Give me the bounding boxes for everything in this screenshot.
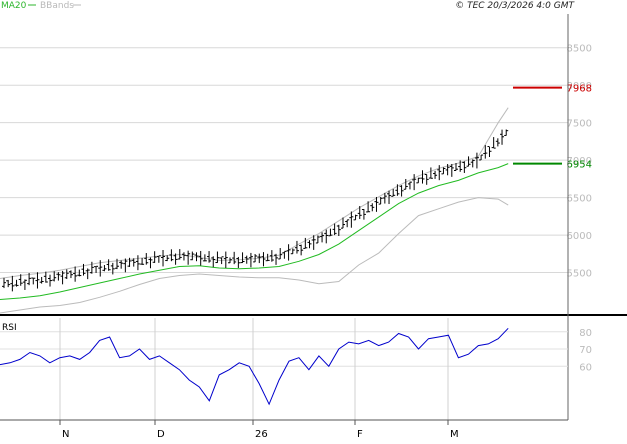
price-y-axis: 5500 6000 6500 7000 7500 8000 8500 <box>567 44 592 280</box>
x-tick-label: M <box>450 429 459 440</box>
ma-value-label: 6954 <box>567 160 592 171</box>
bband-line <box>0 197 509 314</box>
rsi-tick-label: 70 <box>579 345 592 356</box>
rsi-line <box>0 327 509 406</box>
x-tick-label: 26 <box>255 429 268 440</box>
main-price-grid <box>0 47 568 274</box>
price-tick-label: 7500 <box>567 119 592 130</box>
price-tick-label: 5500 <box>567 269 592 280</box>
x-axis: N D 26 F M <box>59 420 459 440</box>
rsi-y-axis: 60 70 80 <box>579 328 592 373</box>
price-tick-label: 6000 <box>567 231 592 242</box>
x-tick-label: N <box>62 429 69 440</box>
rsi-grid <box>0 318 568 420</box>
rsi-tick-label: 80 <box>579 328 592 339</box>
copyright-text: © TEC 20/3/2026 4:0 GMT <box>455 1 575 11</box>
last-price-marker: 7968 <box>513 84 592 95</box>
price-tick-label: 6500 <box>567 194 592 205</box>
chart-legend: MA20 BBands <box>1 1 81 11</box>
rsi-tick-label: 60 <box>579 362 592 373</box>
x-tick-label: D <box>157 429 165 440</box>
price-tick-label: 8000 <box>567 81 592 92</box>
price-tick-label: 8500 <box>567 44 592 55</box>
rsi-label: RSI <box>2 323 17 333</box>
ma-value-marker: 6954 <box>513 160 592 171</box>
price-tick-label: 7000 <box>567 156 592 167</box>
x-tick-label: F <box>357 429 363 440</box>
legend-bbands: BBands <box>40 1 74 11</box>
ma20-line <box>0 163 509 300</box>
main-price-plot <box>0 107 509 314</box>
rsi-plot <box>0 327 509 406</box>
legend-ma20: MA20 <box>1 1 27 11</box>
last-price-label: 7968 <box>567 84 592 95</box>
